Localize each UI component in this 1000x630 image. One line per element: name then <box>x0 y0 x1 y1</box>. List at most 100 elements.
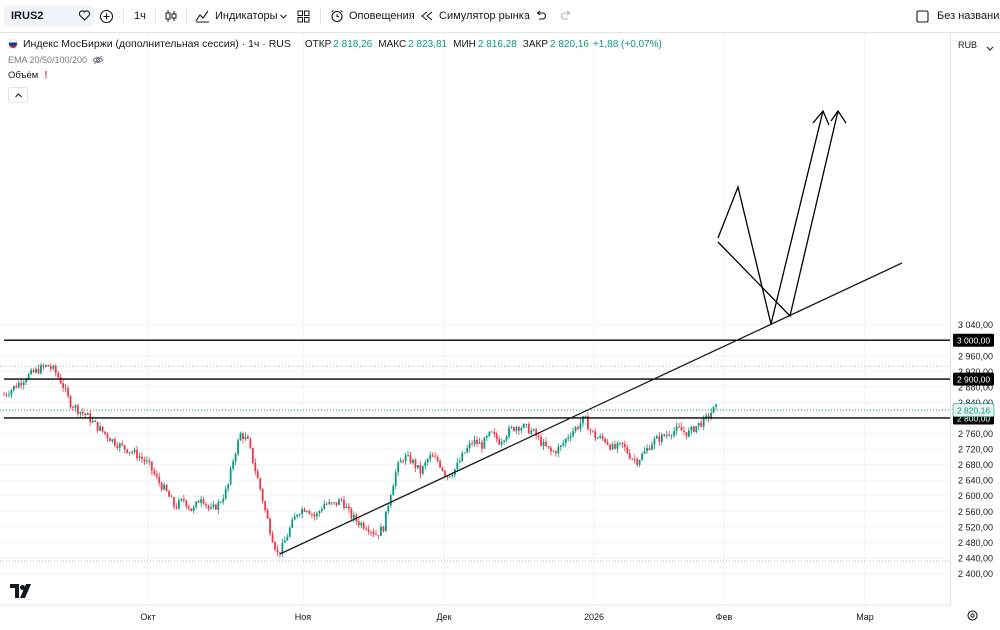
candle-body <box>8 394 10 396</box>
candle-body <box>633 458 636 460</box>
settings-button[interactable] <box>966 609 979 627</box>
candle-body <box>274 542 276 550</box>
price-scale[interactable] <box>950 33 1000 605</box>
candle-body <box>641 453 643 461</box>
redo-button[interactable] <box>560 0 573 32</box>
candle-body <box>444 470 446 476</box>
interval-label: 1ч <box>134 10 146 22</box>
interval-button[interactable]: 1ч <box>134 0 146 32</box>
candle-body <box>170 496 173 498</box>
open-label: ОТКР <box>304 38 332 50</box>
candle-body <box>380 526 382 536</box>
candle-body <box>542 441 545 446</box>
candle-body <box>77 405 79 414</box>
candle-body <box>574 427 577 432</box>
candle-body <box>451 474 454 477</box>
layout-name-button[interactable]: Без названия <box>916 0 1000 32</box>
symbol-search[interactable]: IRUS2 <box>4 6 94 26</box>
undo-button[interactable] <box>534 0 547 32</box>
candle-body <box>466 448 469 453</box>
indicators-icon <box>195 9 210 23</box>
candle-body <box>626 447 629 454</box>
toolbar-divider <box>186 8 187 24</box>
candle-body <box>81 411 84 414</box>
heart-icon[interactable] <box>78 9 91 27</box>
layout-templates-button[interactable] <box>297 0 310 32</box>
candle-body <box>478 442 481 444</box>
candle-body <box>138 456 141 459</box>
time-tick-label: Дек <box>436 612 451 622</box>
open-value: 2 818,26 <box>333 38 373 50</box>
candle-body <box>515 426 518 431</box>
candle-body <box>461 453 464 462</box>
candle-body <box>591 430 594 432</box>
candle-body <box>343 499 345 509</box>
candle-body <box>658 436 661 442</box>
toolbar-divider <box>123 8 124 24</box>
candle-body <box>101 426 104 432</box>
current-price-label: 2 820,16 <box>957 405 990 415</box>
candle-body <box>683 430 685 433</box>
candle-body <box>416 465 419 468</box>
candle-body <box>522 424 525 428</box>
tradingview-logo[interactable] <box>10 584 34 603</box>
indicators-dropdown[interactable] <box>279 0 288 32</box>
replay-button[interactable]: Симулятор рынка <box>420 0 530 32</box>
candle-body <box>237 440 239 454</box>
candle-body <box>599 436 602 438</box>
legend-volume-row[interactable]: Объём ! <box>8 68 662 82</box>
legend-ema-row[interactable]: EMA 20/50/100/200 <box>8 53 662 67</box>
candle-body <box>328 502 331 505</box>
candle-body <box>239 433 242 441</box>
candle-body <box>389 495 392 506</box>
candle-body <box>557 447 560 454</box>
compare-symbol-button[interactable] <box>99 0 114 32</box>
candle-body <box>631 458 634 460</box>
candle-body <box>52 366 55 369</box>
candle-body <box>572 431 575 437</box>
candle-body <box>165 484 168 492</box>
candle-body <box>42 365 45 367</box>
candle-body <box>143 459 146 462</box>
arrow-head-left <box>812 109 830 126</box>
candle-body <box>606 442 609 445</box>
candle-body <box>291 519 294 528</box>
time-tick-label: Мар <box>856 612 874 622</box>
candle-body <box>614 444 616 449</box>
candle-body <box>276 549 279 553</box>
candle-body <box>244 436 247 440</box>
candle-body <box>636 459 639 465</box>
legend-collapse-button[interactable] <box>8 87 28 103</box>
eye-crossed-icon[interactable] <box>92 55 104 65</box>
candle-body <box>424 462 427 467</box>
candle-body <box>670 435 673 437</box>
indicators-button[interactable]: Индикаторы <box>195 0 278 32</box>
currency-selector[interactable]: RUB <box>958 40 977 50</box>
candle-body <box>611 444 614 450</box>
candle-body <box>333 502 336 504</box>
candle-body <box>168 491 170 497</box>
current-price-badge <box>952 403 995 417</box>
candle-body <box>481 442 483 449</box>
candle-body <box>335 502 338 505</box>
candle-body <box>377 534 380 536</box>
candle-body <box>116 445 119 448</box>
alerts-button[interactable]: Оповещения <box>330 0 415 32</box>
candle-body <box>710 412 712 418</box>
candle-body <box>118 443 121 448</box>
warning-icon[interactable]: ! <box>44 69 48 81</box>
price-chart[interactable]: Окт Ноя Дек 2026 Фев Мар 2 400,00 2 440,00 2 48… <box>0 33 1000 630</box>
candle-body <box>214 504 217 510</box>
symbol-name[interactable]: IRUS2 <box>11 10 44 22</box>
chart-type-button[interactable] <box>164 0 178 32</box>
candle-body <box>596 437 599 439</box>
price-tick-label: 2 560,00 <box>958 507 993 517</box>
candle-body <box>488 431 491 437</box>
price-tick-label: 2 600,00 <box>958 491 993 501</box>
currency-dropdown[interactable] <box>986 39 994 57</box>
legend-title[interactable]: Индекс МосБиржи (дополнительная сессия) … <box>23 38 291 50</box>
candle-body <box>431 455 434 457</box>
candle-body <box>17 382 20 388</box>
candle-body <box>527 424 530 434</box>
candle-body <box>525 424 528 425</box>
